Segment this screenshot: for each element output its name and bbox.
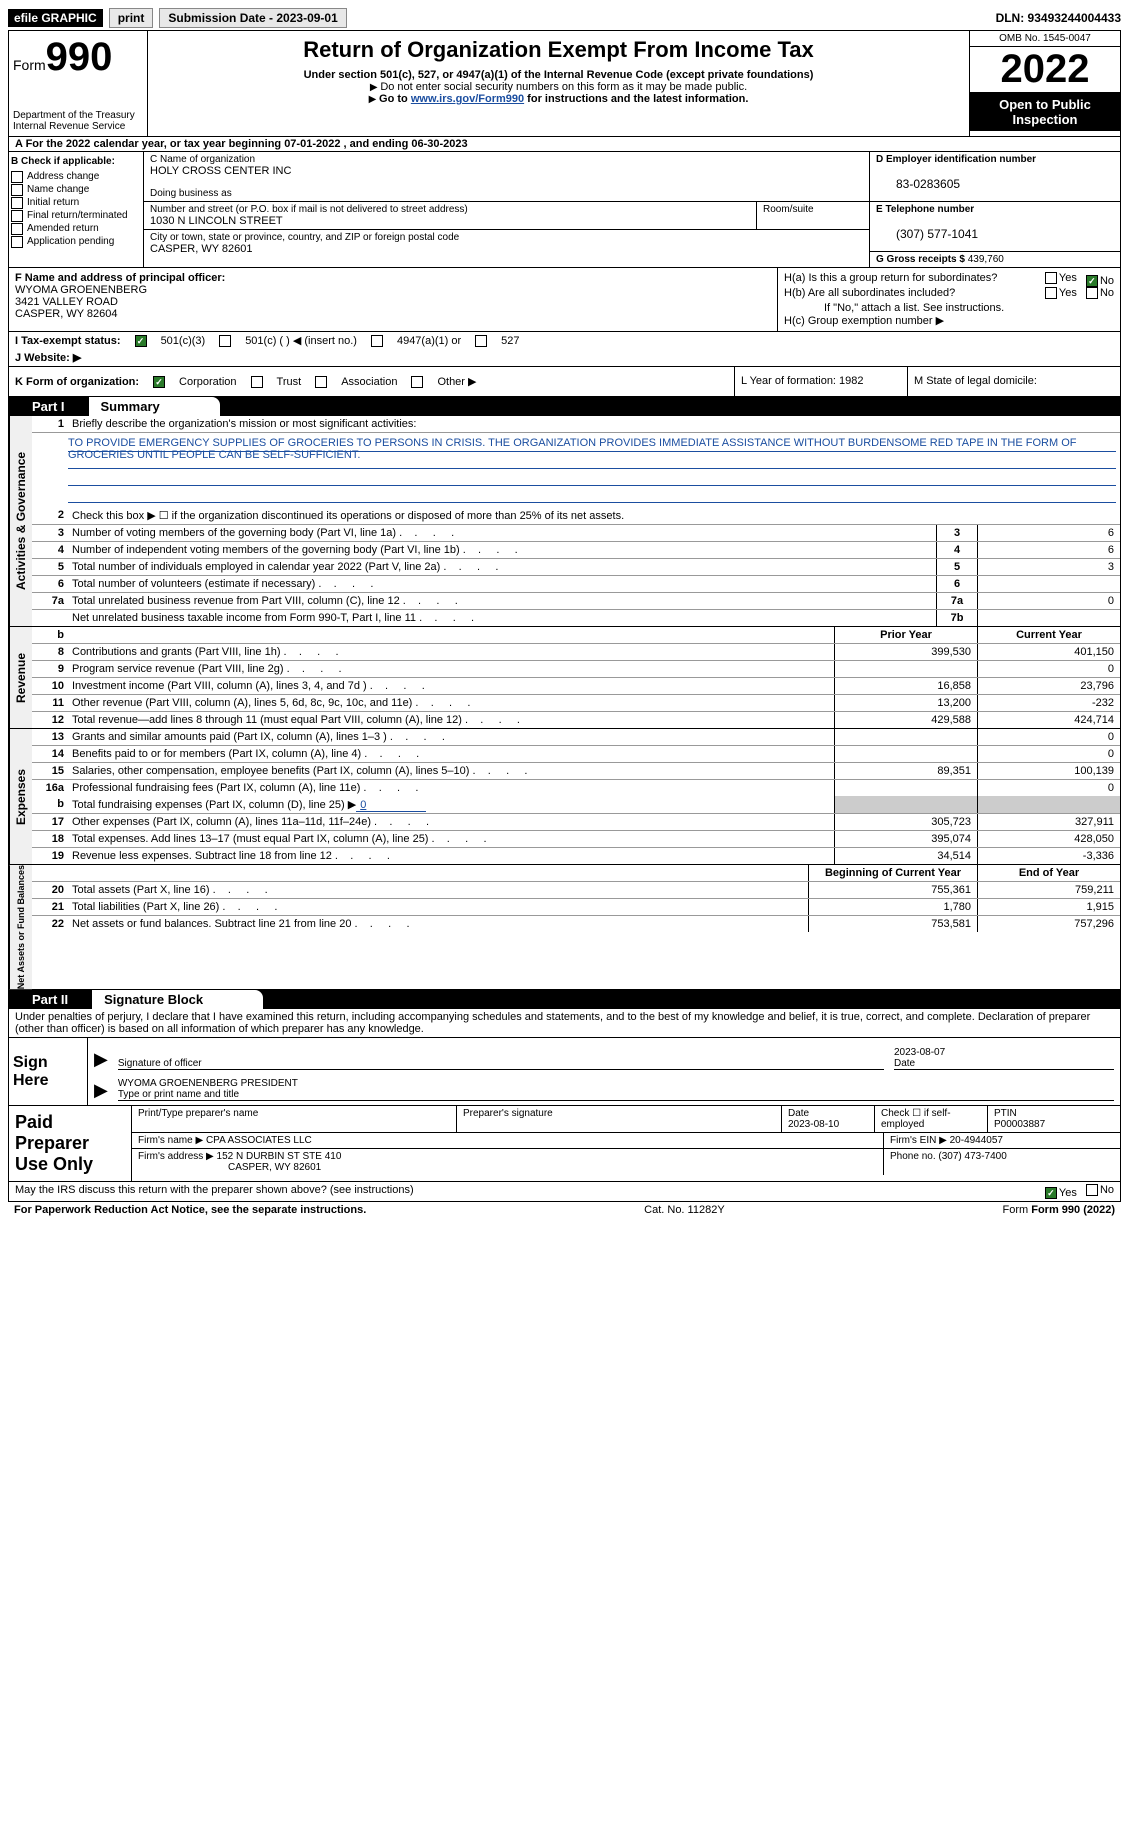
section-c: C Name of organization HOLY CROSS CENTER…	[144, 152, 869, 267]
ein: 83-0283605	[890, 175, 1120, 193]
tab-expenses: Expenses	[9, 729, 32, 864]
chk-pending[interactable]	[11, 236, 23, 248]
tax-year: 2022	[970, 47, 1120, 93]
irs-link[interactable]: www.irs.gov/Form990	[411, 93, 524, 105]
section-h: H(a) Is this a group return for subordin…	[777, 268, 1120, 331]
chk-501c3[interactable]	[135, 335, 147, 347]
table-row: 13Grants and similar amounts paid (Part …	[32, 729, 1120, 746]
top-bar: efile GRAPHIC print Submission Date - 20…	[8, 8, 1121, 28]
sig-intro: Under penalties of perjury, I declare th…	[8, 1009, 1121, 1038]
table-row: 7aTotal unrelated business revenue from …	[32, 593, 1120, 610]
form-header: Form990 Department of the Treasury Inter…	[8, 30, 1121, 137]
tab-activities: Activities & Governance	[9, 416, 32, 626]
part2-header: Part II Signature Block	[8, 990, 1121, 1009]
section-b: B Check if applicable: Address change Na…	[9, 152, 144, 267]
sign-here-block: Sign Here ▶ Signature of officer 2023-08…	[8, 1038, 1121, 1106]
table-row: Net unrelated business taxable income fr…	[32, 610, 1120, 626]
chk-name[interactable]	[11, 184, 23, 196]
table-row: 20Total assets (Part X, line 16)755,3617…	[32, 882, 1120, 899]
gross-receipts: G Gross receipts $ 439,760	[870, 251, 1120, 267]
dln: DLN: 93493244004433	[996, 11, 1121, 25]
discuss-yes[interactable]	[1045, 1187, 1057, 1199]
efile-label: efile GRAPHIC	[8, 9, 103, 27]
table-row: 15Salaries, other compensation, employee…	[32, 763, 1120, 780]
row-i: I Tax-exempt status: 501(c)(3) 501(c) ( …	[15, 334, 1114, 347]
table-row: 22Net assets or fund balances. Subtract …	[32, 916, 1120, 932]
form-title: Return of Organization Exempt From Incom…	[156, 37, 961, 63]
chk-initial[interactable]	[11, 197, 23, 209]
footer: For Paperwork Reduction Act Notice, see …	[8, 1202, 1121, 1218]
org-name: HOLY CROSS CENTER INC	[150, 165, 863, 177]
year-formation: L Year of formation: 1982	[734, 367, 907, 396]
ha-no[interactable]	[1086, 275, 1098, 287]
row-a: A For the 2022 calendar year, or tax yea…	[8, 137, 1121, 152]
dept: Department of the Treasury	[13, 110, 143, 121]
table-row: 14Benefits paid to or for members (Part …	[32, 746, 1120, 763]
row-k: K Form of organization: Corporation Trus…	[9, 367, 734, 396]
table-row: 9Program service revenue (Part VIII, lin…	[32, 661, 1120, 678]
officer-name: WYOMA GROENENBERG PRESIDENT	[118, 1078, 298, 1089]
part1-header: Part I Summary	[8, 397, 1121, 416]
section-f: F Name and address of principal officer:…	[9, 268, 777, 331]
irs: Internal Revenue Service	[13, 121, 143, 132]
table-row: 11Other revenue (Part VIII, column (A), …	[32, 695, 1120, 712]
table-row: 10Investment income (Part VIII, column (…	[32, 678, 1120, 695]
table-row: 21Total liabilities (Part X, line 26)1,7…	[32, 899, 1120, 916]
open-public: Open to Public Inspection	[970, 93, 1120, 131]
form-label: Form	[13, 57, 46, 73]
table-row: 12Total revenue—add lines 8 through 11 (…	[32, 712, 1120, 728]
tab-revenue: Revenue	[9, 627, 32, 728]
irs-discuss: May the IRS discuss this return with the…	[8, 1182, 1121, 1202]
state-domicile: M State of legal domicile:	[907, 367, 1120, 396]
subtitle: Under section 501(c), 527, or 4947(a)(1)…	[156, 69, 961, 81]
chk-address[interactable]	[11, 171, 23, 183]
table-row: 18Total expenses. Add lines 13–17 (must …	[32, 831, 1120, 848]
omb: OMB No. 1545-0047	[970, 31, 1120, 47]
row-j: J Website: ▶	[15, 351, 1114, 364]
org-city: CASPER, WY 82601	[150, 243, 863, 255]
table-row: 5Total number of individuals employed in…	[32, 559, 1120, 576]
section-d: D Employer identification number 83-0283…	[869, 152, 1120, 267]
chk-final[interactable]	[11, 210, 23, 222]
form-number: 990	[46, 35, 113, 79]
note1: Do not enter social security numbers on …	[156, 81, 961, 93]
table-row: 16aProfessional fundraising fees (Part I…	[32, 780, 1120, 796]
chk-amended[interactable]	[11, 223, 23, 235]
table-row: 4Number of independent voting members of…	[32, 542, 1120, 559]
table-row: 17Other expenses (Part IX, column (A), l…	[32, 814, 1120, 831]
chk-corp[interactable]	[153, 376, 165, 388]
print-button[interactable]: print	[109, 8, 154, 28]
firm-name: CPA ASSOCIATES LLC	[206, 1135, 312, 1146]
org-address: 1030 N LINCOLN STREET	[150, 215, 750, 227]
paid-preparer-block: Paid Preparer Use Only Print/Type prepar…	[8, 1106, 1121, 1182]
submission-date: Submission Date - 2023-09-01	[159, 8, 346, 28]
table-row: 3Number of voting members of the governi…	[32, 525, 1120, 542]
table-row: 6Total number of volunteers (estimate if…	[32, 576, 1120, 593]
tab-netassets: Net Assets or Fund Balances	[9, 865, 32, 989]
mission-text: TO PROVIDE EMERGENCY SUPPLIES OF GROCERI…	[68, 437, 1116, 452]
table-row: 8Contributions and grants (Part VIII, li…	[32, 644, 1120, 661]
note2: Go to www.irs.gov/Form990 for instructio…	[156, 93, 961, 105]
phone: (307) 577-1041	[890, 225, 1120, 243]
table-row: 19Revenue less expenses. Subtract line 1…	[32, 848, 1120, 864]
